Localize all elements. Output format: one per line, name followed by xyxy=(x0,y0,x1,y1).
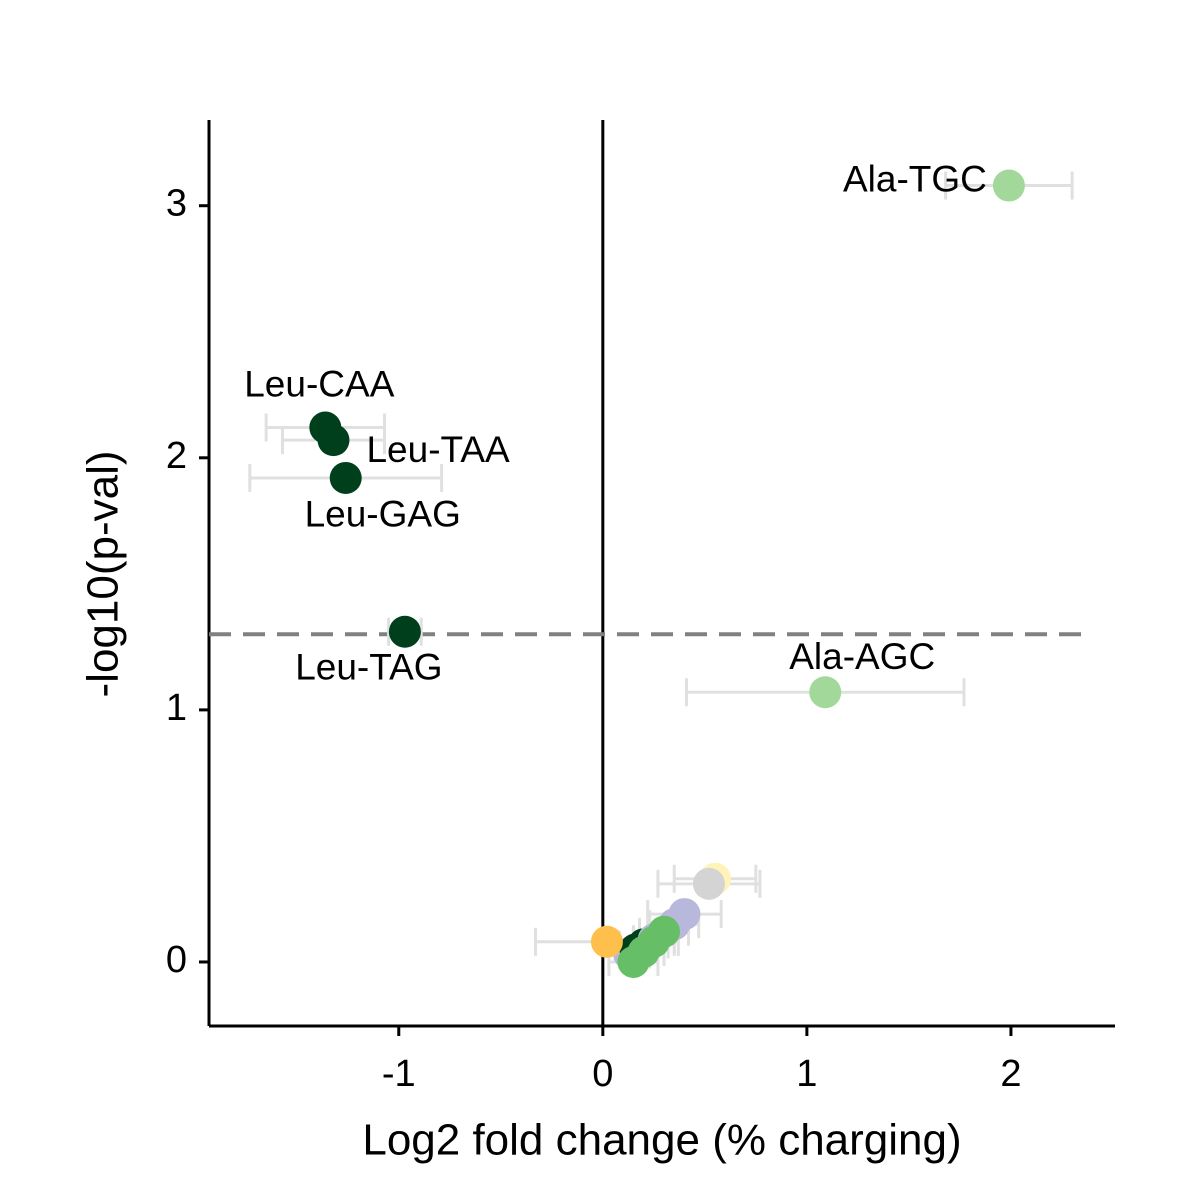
x-tick-label: 1 xyxy=(796,1053,817,1095)
y-tick-label: 0 xyxy=(166,939,187,981)
point xyxy=(648,915,681,948)
point xyxy=(809,676,842,709)
x-tick-label: -1 xyxy=(382,1053,416,1095)
point-label: Leu-GAG xyxy=(305,494,461,535)
point xyxy=(992,169,1025,202)
point xyxy=(329,461,362,494)
x-tick-label: 0 xyxy=(592,1053,613,1095)
x-axis-title: Log2 fold change (% charging) xyxy=(362,1116,961,1165)
point-label: Leu-CAA xyxy=(244,363,394,404)
point xyxy=(388,615,421,648)
y-tick-label: 3 xyxy=(166,183,187,225)
point xyxy=(317,424,350,457)
point-label: Ala-AGC xyxy=(789,636,935,677)
y-tick-label: 2 xyxy=(166,435,187,477)
point xyxy=(590,925,623,958)
x-tick-label: 2 xyxy=(1000,1053,1021,1095)
y-tick-label: 1 xyxy=(166,687,187,729)
y-axis-title: -log10(p-val) xyxy=(79,451,128,698)
point-label: Ala-TGC xyxy=(843,158,987,199)
point xyxy=(692,867,725,900)
point-label: Leu-TAG xyxy=(295,647,442,688)
point-label: Leu-TAA xyxy=(366,429,510,470)
